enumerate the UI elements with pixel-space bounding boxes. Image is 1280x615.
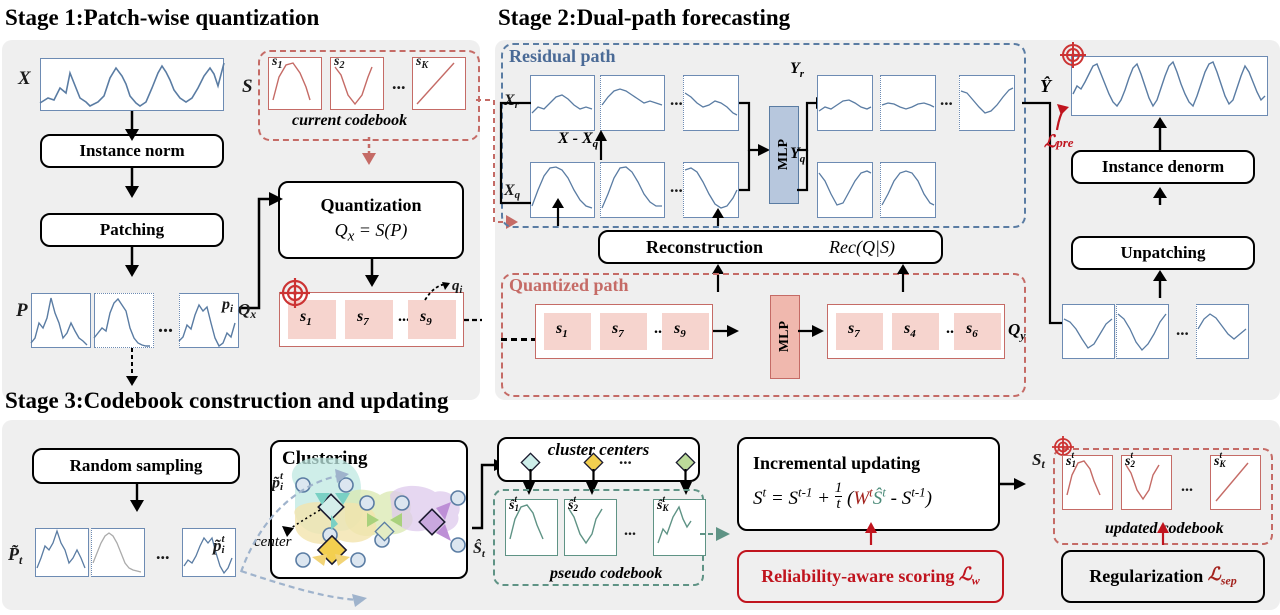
svg-text:...: ...: [619, 449, 632, 468]
